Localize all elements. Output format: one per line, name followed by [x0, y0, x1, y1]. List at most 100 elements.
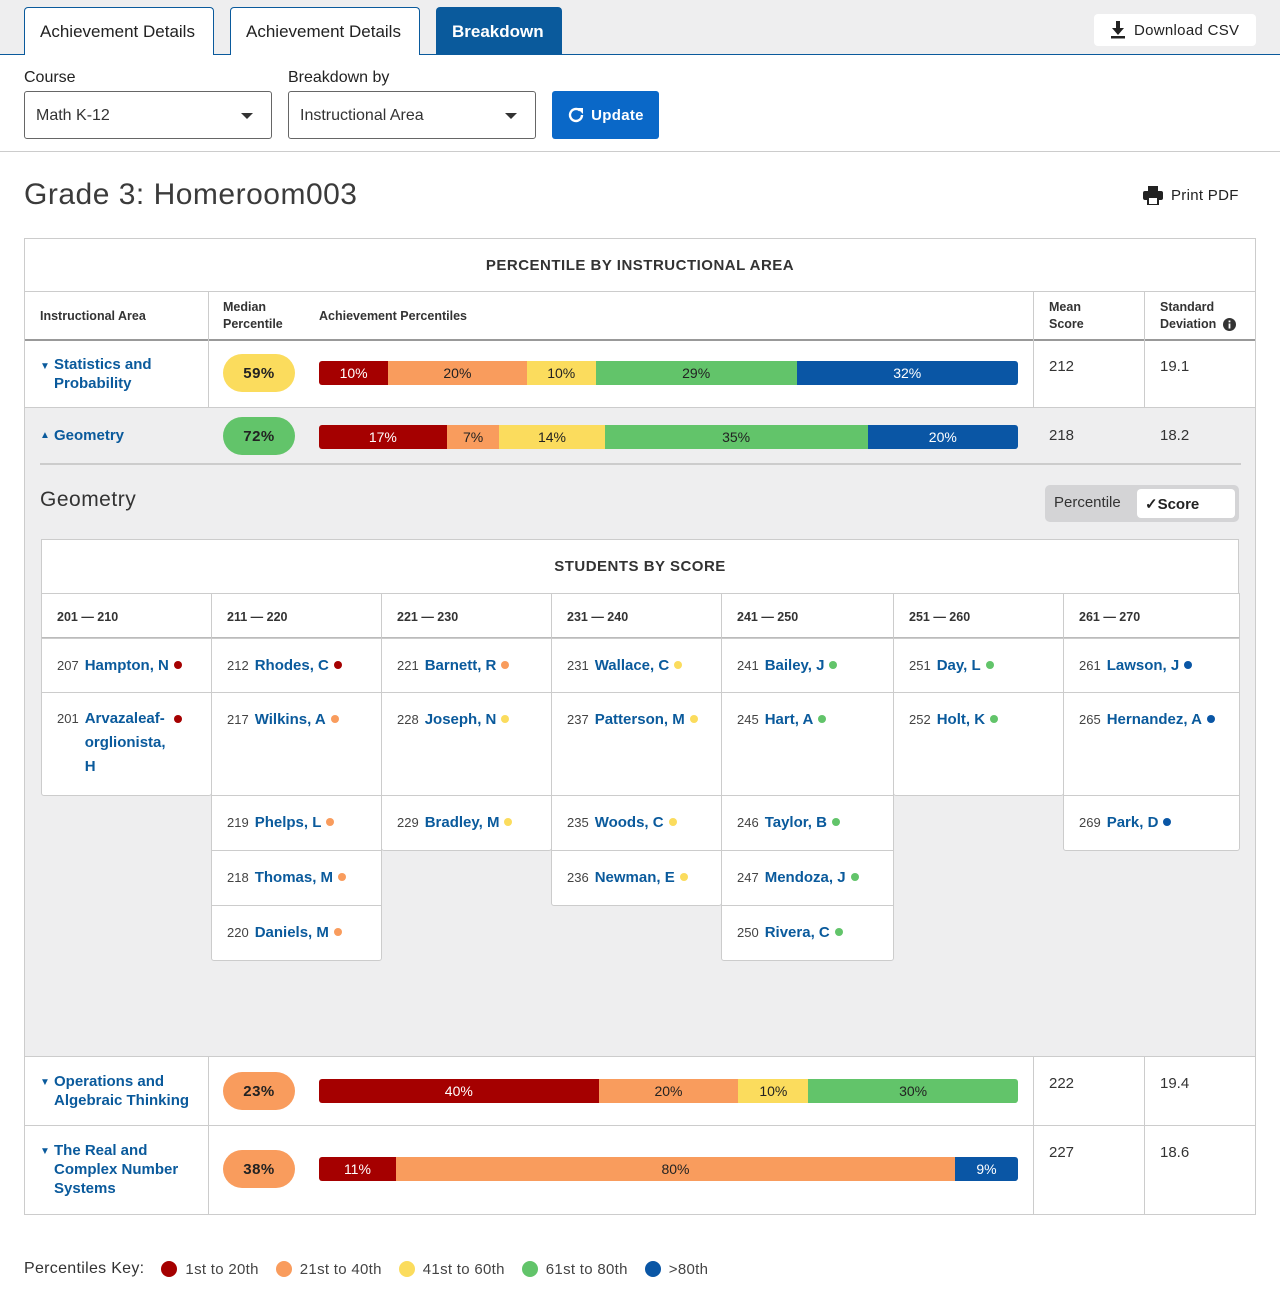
student-score: 231	[567, 658, 589, 673]
update-button[interactable]: Update	[552, 91, 659, 139]
student-entry: 228 Joseph, N	[397, 711, 510, 728]
percentile-dot	[985, 661, 994, 669]
area-link[interactable]: Operations and Algebraic Thinking	[54, 1073, 190, 1109]
student-score: 237	[567, 712, 589, 727]
student-name-link[interactable]: Holt, K	[936, 711, 986, 728]
header-mean-line2: Score	[1049, 317, 1084, 331]
bar-segment: 11%	[319, 1157, 396, 1181]
percentile-table-card: PERCENTILE BY INSTRUCTIONAL AREA Instruc…	[24, 238, 1256, 1215]
score-range-label: 201 — 210	[57, 610, 119, 624]
student-name-link[interactable]: Hernandez, A	[1106, 711, 1202, 728]
page-title: Grade 3: Homeroom003	[24, 178, 358, 211]
student-entry: 219 Phelps, L	[227, 814, 335, 831]
breakdown-select[interactable]: Instructional Area	[288, 91, 536, 139]
bar-segment: 80%	[395, 1157, 956, 1181]
percentile-dot	[1184, 661, 1193, 669]
course-select[interactable]: Math K-12	[24, 91, 272, 139]
student-score: 245	[737, 712, 759, 727]
student-score: 269	[1079, 815, 1101, 830]
student-cell: 250 Rivera, C	[721, 905, 894, 961]
student-cell: 251 Day, L	[893, 638, 1064, 693]
toggle-percentile[interactable]: Percentile	[1054, 494, 1121, 511]
percentiles-key: Percentiles Key: 1st to 20th 21st to 40t…	[24, 1260, 708, 1278]
median-badge: 38%	[223, 1150, 295, 1188]
score-range-header: 261 — 270	[1063, 593, 1240, 639]
student-name-link[interactable]: Arvazaleaf-orglionista, H	[84, 710, 166, 775]
key-item-2: 21st to 40th	[299, 1260, 382, 1278]
student-name-link[interactable]: Day, L	[936, 657, 981, 674]
print-pdf-button[interactable]: Print PDF	[1143, 186, 1239, 205]
student-cell: 228 Joseph, N	[381, 692, 552, 796]
student-name-link[interactable]: Patterson, M	[594, 711, 685, 728]
percentile-dot	[831, 818, 840, 826]
student-name-link[interactable]: Taylor, B	[764, 814, 827, 831]
area-link[interactable]: The Real and Complex Number Systems	[54, 1142, 179, 1197]
student-name-link[interactable]: Bradley, M	[424, 814, 500, 831]
student-cell: 221 Barnett, R	[381, 638, 552, 693]
caret-up-icon[interactable]: ▲	[40, 430, 50, 441]
student-entry: 217 Wilkins, A	[227, 711, 339, 728]
key-item-5: >80th	[668, 1260, 709, 1278]
median-badge: 23%	[223, 1072, 295, 1110]
bar-segment: 40%	[319, 1079, 599, 1103]
student-cell: 220 Daniels, M	[211, 905, 382, 961]
student-name-link[interactable]: Park, D	[1106, 814, 1159, 831]
caret-down-icon[interactable]: ▼	[40, 1146, 50, 1157]
student-cell: 252 Holt, K	[893, 692, 1064, 796]
student-score: 220	[227, 925, 249, 940]
student-name-link[interactable]: Phelps, L	[254, 814, 322, 831]
tab-breakdown[interactable]: Breakdown	[436, 7, 562, 55]
download-csv-button[interactable]: Download CSV	[1094, 14, 1256, 46]
area-link[interactable]: Statistics and Probability	[54, 356, 152, 392]
student-score: 221	[397, 658, 419, 673]
download-csv-label: Download CSV	[1134, 21, 1240, 39]
student-name-link[interactable]: Wilkins, A	[254, 711, 326, 728]
tab-achievement-details-2[interactable]: Achievement Details	[230, 7, 420, 55]
percentile-bar: 10% 20% 10% 29% 32%	[319, 361, 1018, 385]
score-range-label: 251 — 260	[909, 610, 971, 624]
caret-down-icon[interactable]: ▼	[40, 1077, 50, 1088]
student-name-link[interactable]: Joseph, N	[424, 711, 497, 728]
student-name-link[interactable]: Barnett, R	[424, 657, 497, 674]
student-name-link[interactable]: Hampton, N	[84, 657, 169, 674]
header-sd-line2: Deviation	[1160, 317, 1217, 331]
key-item-3: 41st to 60th	[422, 1260, 505, 1278]
student-name-link[interactable]: Wallace, C	[594, 657, 670, 674]
info-icon[interactable]	[1223, 318, 1236, 331]
student-score: 201	[57, 711, 79, 726]
student-name-link[interactable]: Rhodes, C	[254, 657, 329, 674]
student-name-link[interactable]: Bailey, J	[764, 657, 825, 674]
table-title: PERCENTILE BY INSTRUCTIONAL AREA	[25, 239, 1255, 292]
bar-segment: 7%	[446, 425, 500, 449]
student-name-link[interactable]: Rivera, C	[764, 924, 830, 941]
student-score: 217	[227, 712, 249, 727]
student-cell: 217 Wilkins, A	[211, 692, 382, 796]
percentile-dot	[674, 661, 683, 669]
percentile-dot	[338, 873, 347, 881]
student-score: 219	[227, 815, 249, 830]
median-badge: 59%	[223, 354, 295, 392]
student-name-link[interactable]: Lawson, J	[1106, 657, 1180, 674]
area-link[interactable]: Geometry	[54, 427, 125, 444]
student-name-link[interactable]: Daniels, M	[254, 924, 329, 941]
tab-achievement-details-1[interactable]: Achievement Details	[24, 7, 214, 55]
bar-segment: 35%	[604, 425, 868, 449]
student-name-link[interactable]: Mendoza, J	[764, 869, 846, 886]
percentile-dot	[834, 928, 843, 936]
score-range-header: 241 — 250	[721, 593, 894, 639]
bar-segment: 20%	[388, 361, 527, 385]
student-entry: 269 Park, D	[1079, 814, 1172, 831]
student-name-link[interactable]: Hart, A	[764, 711, 814, 728]
student-name-link[interactable]: Thomas, M	[254, 869, 334, 886]
caret-down-icon	[505, 113, 517, 119]
student-cell: 265 Hernandez, A	[1063, 692, 1240, 796]
toggle-score[interactable]: ✓Score	[1137, 489, 1235, 518]
percentile-bar: 17% 7% 14% 35% 20%	[319, 425, 1018, 449]
bar-segment: 20%	[867, 425, 1018, 449]
tab-bar: Achievement Details Achievement Details …	[0, 0, 1280, 55]
student-score: 252	[909, 712, 931, 727]
caret-down-icon[interactable]: ▼	[40, 361, 50, 372]
table-header-row: Instructional Area Median Percentile Ach…	[25, 292, 1255, 341]
student-name-link[interactable]: Woods, C	[594, 814, 664, 831]
student-name-link[interactable]: Newman, E	[594, 869, 675, 886]
